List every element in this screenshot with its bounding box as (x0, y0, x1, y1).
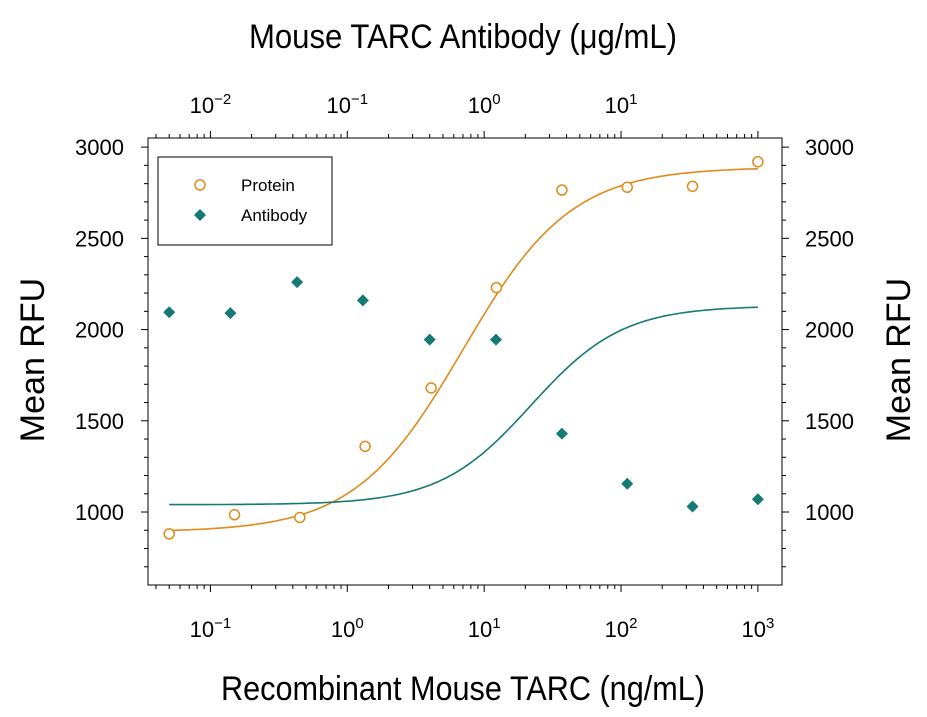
data-point-antibody (224, 307, 237, 320)
x-tick-label: 100 (331, 615, 364, 642)
x-tick-label: 103 (741, 615, 774, 642)
y-axis-title-left: Mean RFU (14, 278, 52, 442)
data-point-protein (359, 440, 371, 453)
data-point-protein (490, 281, 503, 294)
data-point-protein (163, 528, 175, 540)
data-point-antibody (621, 477, 634, 490)
y-left-tick-label: 2000 (75, 318, 124, 343)
data-point-protein (686, 180, 699, 193)
x-tick-label: 102 (605, 615, 638, 642)
data-points (163, 155, 764, 540)
x-axis-title: Recombinant Mouse TARC (ng/mL) (221, 670, 705, 708)
legend-label-antibody: Antibody (241, 206, 308, 225)
y-left-tick-label: 1500 (75, 409, 124, 434)
x-tick-label: 10−1 (190, 615, 232, 642)
top-tick-label: 101 (605, 91, 638, 118)
data-point-antibody (686, 500, 699, 513)
y-left-tick-label: 3000 (75, 135, 124, 160)
data-point-antibody (423, 333, 436, 346)
data-point-protein (228, 509, 241, 521)
data-point-protein (294, 511, 306, 524)
fit-curves (169, 167, 758, 532)
data-point-antibody (489, 333, 502, 346)
legend-box (157, 156, 333, 246)
y-right-tick-label: 1500 (805, 409, 854, 434)
y-left-tick-label: 2500 (75, 226, 124, 251)
legend-label-protein: Protein (241, 176, 295, 195)
data-point-antibody (555, 427, 568, 440)
y-axis-title-right: Mean RFU (880, 278, 918, 442)
data-point-antibody (291, 276, 304, 289)
data-point-protein (621, 181, 633, 194)
data-point-antibody (163, 306, 176, 319)
y-right-tick-label: 2000 (805, 318, 854, 343)
y-right-tick-label: 3000 (805, 135, 854, 160)
data-point-protein (752, 155, 764, 168)
y-right-tick-label: 2500 (805, 226, 854, 251)
plot-frame (147, 137, 783, 586)
data-point-protein (425, 382, 437, 394)
x-tick-label: 101 (468, 615, 501, 642)
top-tick-label: 100 (468, 91, 501, 118)
y-left-tick-label: 1000 (75, 500, 124, 525)
legend-marker-antibody (194, 209, 206, 221)
axes: 10−1 100 101 102 103 10−2 10−1 100 101 1000 1500 20… (75, 91, 854, 642)
fit-curve-antibody (169, 306, 758, 506)
y-right-tick-label: 1000 (805, 500, 854, 525)
data-point-protein (556, 184, 568, 196)
data-point-antibody (356, 294, 369, 307)
legend: Protein Antibody (157, 156, 333, 246)
top-tick-label: 10−2 (190, 91, 232, 118)
top-tick-label: 10−1 (326, 91, 368, 118)
data-point-antibody (751, 493, 764, 506)
top-axis-title: Mouse TARC Antibody (μg/mL) (249, 18, 677, 56)
fit-curve-protein (169, 167, 758, 532)
legend-marker-protein (194, 179, 206, 191)
